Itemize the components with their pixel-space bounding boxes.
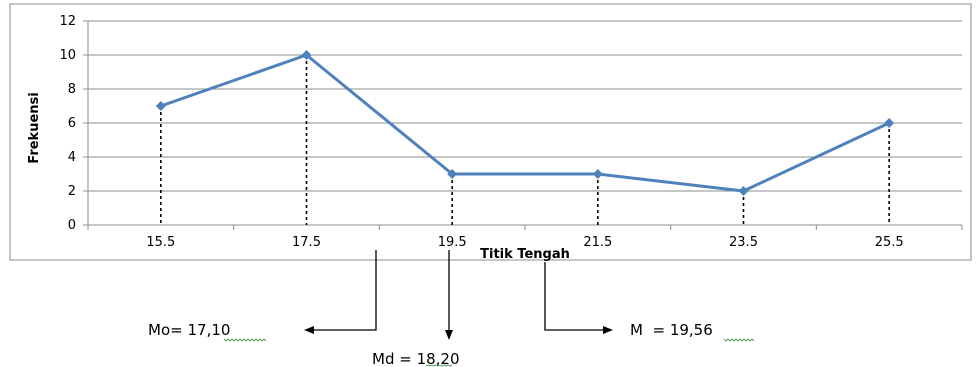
- x-tick-label: 15.5: [146, 235, 175, 250]
- data-point: [447, 169, 458, 179]
- grid-lines: [83, 20, 963, 230]
- mean-spellcheck-underline: [723, 338, 755, 342]
- data-point: [301, 50, 312, 60]
- median-annotation: Md = 18,20: [372, 350, 460, 367]
- y-tick-label: 6: [68, 116, 76, 131]
- y-tick-label: 12: [59, 14, 76, 29]
- mean-label: M =: [630, 321, 670, 339]
- mode-spellcheck-underline: [223, 338, 267, 342]
- series-group: [155, 50, 895, 196]
- mode-annotation: Mo= 17,10: [148, 321, 230, 339]
- x-tick-label: 17.5: [292, 235, 321, 250]
- x-tick-label: 23.5: [729, 235, 758, 250]
- y-axis-title: Frekuensi: [27, 92, 42, 163]
- median-label: Md =: [372, 350, 417, 367]
- data-point: [155, 101, 166, 111]
- x-tick-label: 25.5: [875, 235, 904, 250]
- median-spellcheck-underline: [425, 364, 453, 367]
- y-tick-label: 10: [59, 48, 76, 63]
- mode-value: 17,10: [187, 321, 230, 339]
- x-tick-label: 21.5: [583, 235, 612, 250]
- y-tick-labels: 0 2 4 6 8 10 12: [59, 14, 76, 233]
- x-tick-label: 19.5: [438, 235, 467, 250]
- mean-connector: [544, 262, 613, 334]
- mode-connector: [304, 250, 377, 334]
- y-tick-label: 4: [68, 150, 76, 165]
- x-axis-title: Titik Tengah: [480, 247, 570, 262]
- y-tick-label: 8: [68, 82, 76, 97]
- median-value: 18,20: [417, 350, 460, 367]
- drop-lines: [160, 55, 890, 225]
- y-tick-label: 2: [68, 184, 76, 199]
- mode-label: Mo=: [148, 321, 187, 339]
- x-tick-labels: 15.5 17.5 19.5 21.5 23.5 25.5: [146, 235, 903, 250]
- data-point: [738, 186, 749, 196]
- series-line: [160, 53, 890, 193]
- mean-annotation: M = 19,56: [630, 321, 713, 339]
- data-point: [884, 118, 895, 128]
- median-connector: [445, 250, 453, 340]
- chart-frame: [9, 3, 972, 261]
- y-tick-label: 0: [68, 218, 76, 233]
- mean-value: 19,56: [670, 321, 713, 339]
- data-point: [592, 169, 603, 179]
